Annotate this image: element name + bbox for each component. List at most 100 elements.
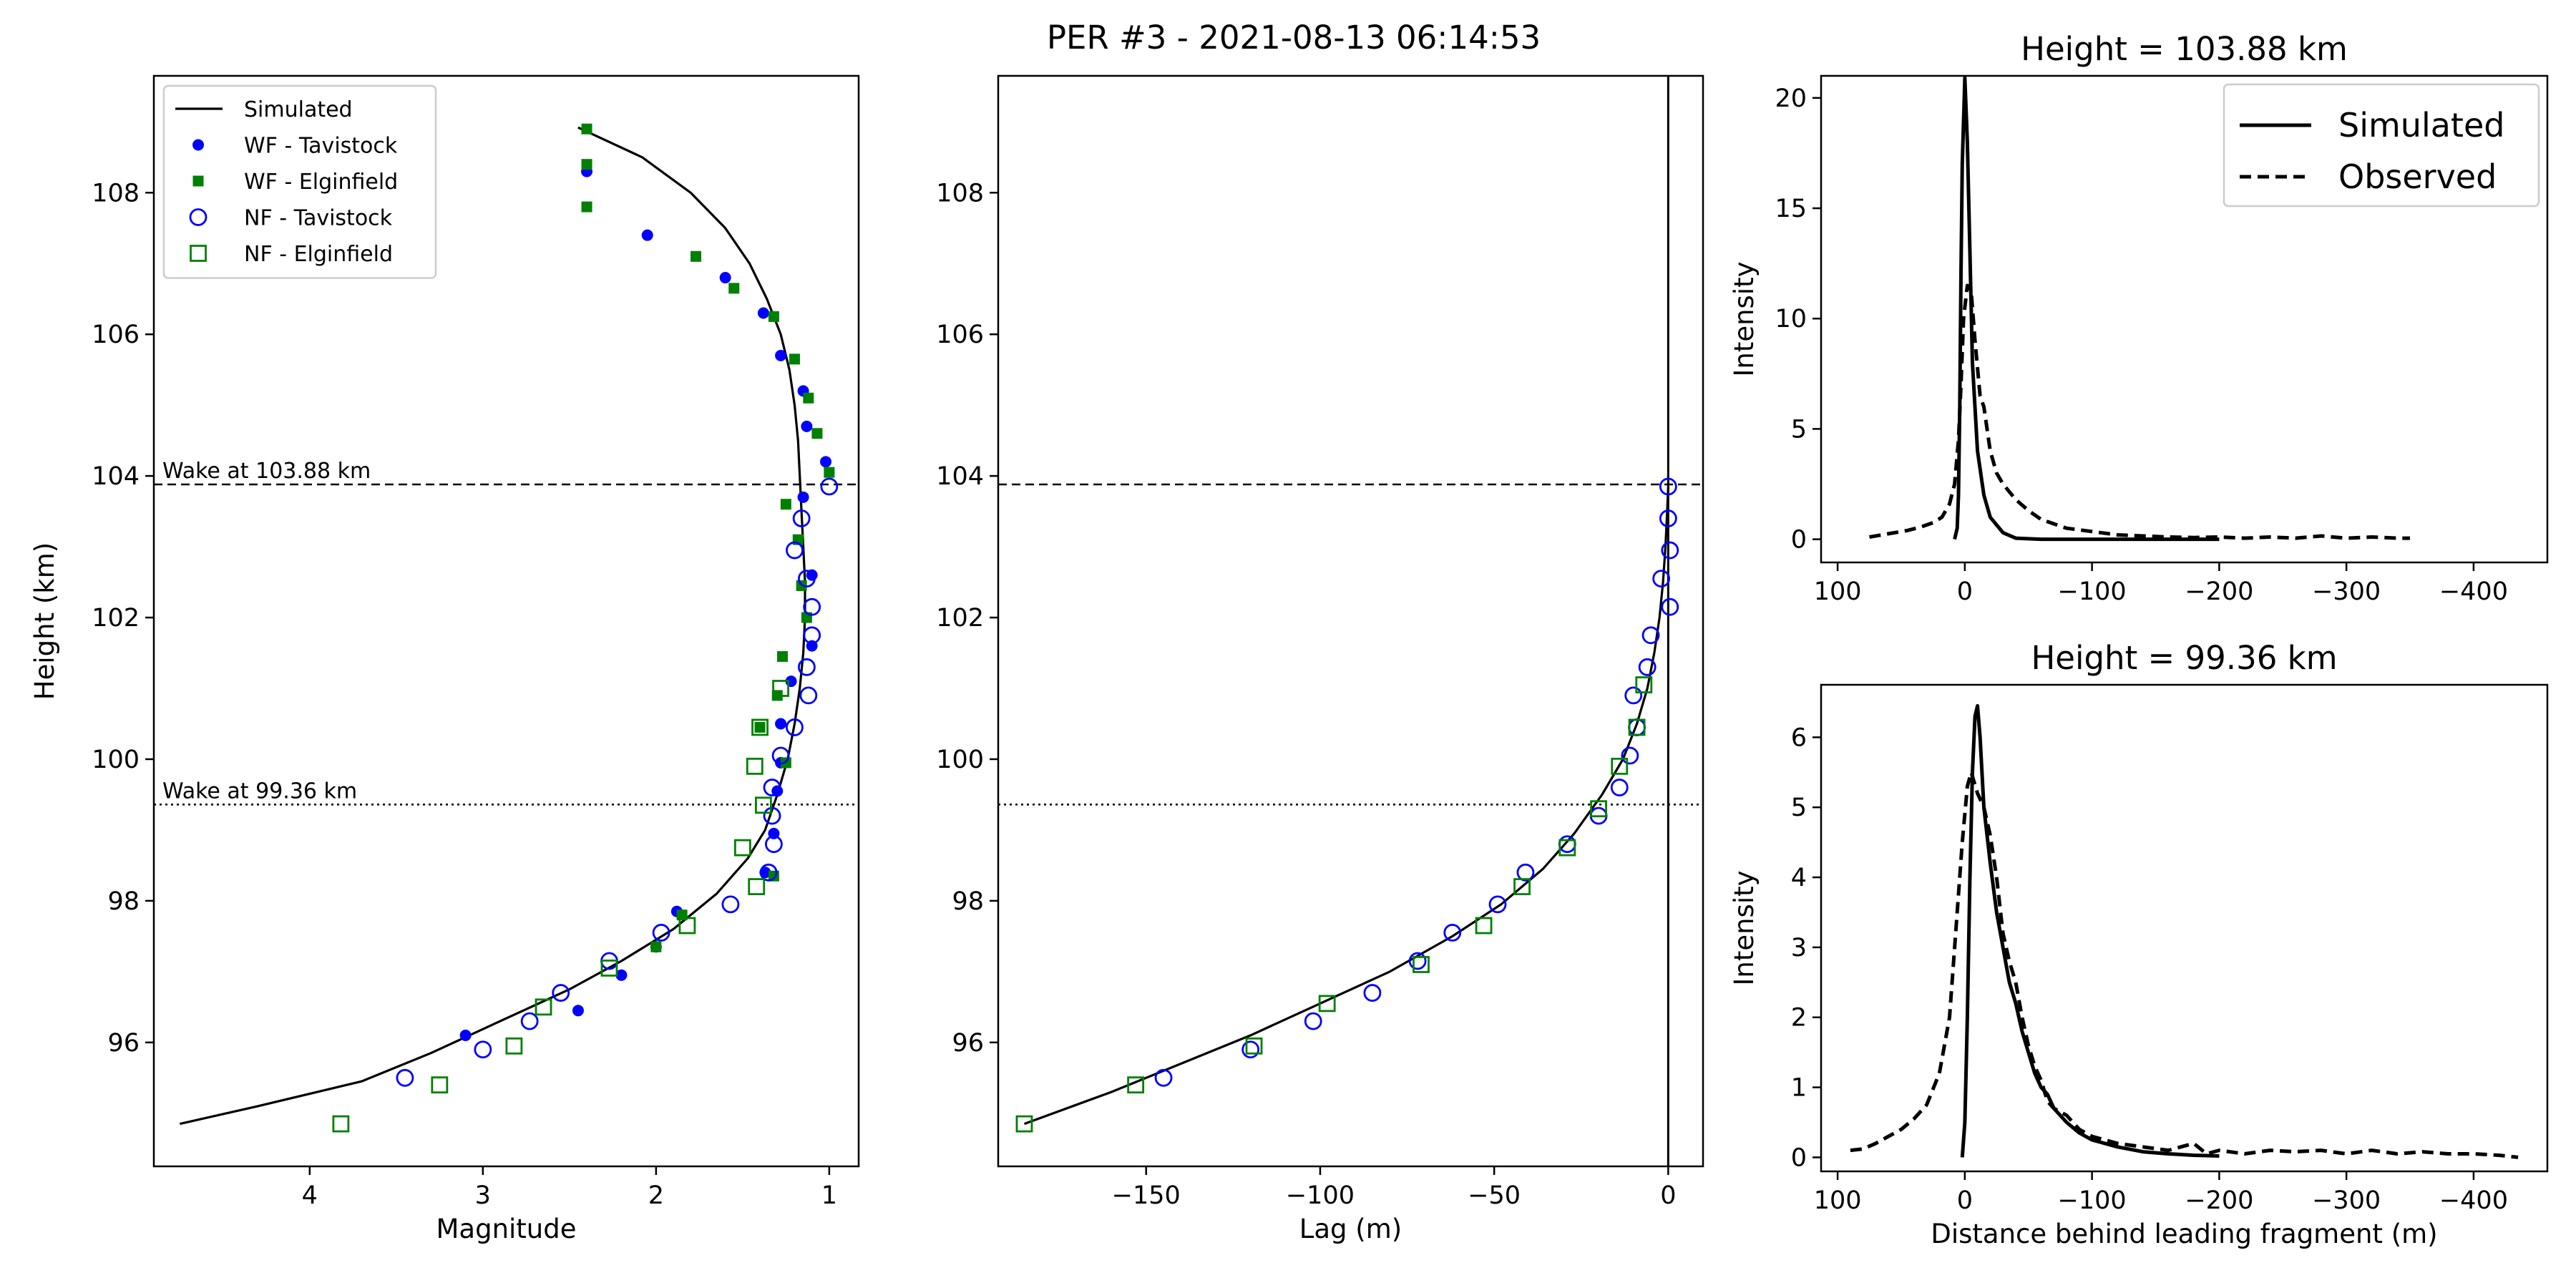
magnitude-point-nf-elginfield — [678, 917, 696, 935]
magnitude-xtick-label: 4 — [302, 1181, 318, 1210]
magnitude-point-wf-tavistock — [775, 349, 787, 361]
wake-103-title: Height = 103.88 km — [2021, 30, 2348, 68]
lag-ytick-label: 108 — [936, 179, 984, 208]
lag-point-nf-elginfield — [1015, 1115, 1033, 1133]
wake-103-ylabel: Intensity — [1729, 261, 1760, 376]
wake-99-ytick-label: 5 — [1791, 794, 1807, 822]
wake-99-ytick-label: 6 — [1791, 723, 1807, 752]
magnitude-point-nf-tavistock — [763, 779, 781, 796]
wake-103-xtick-label: −400 — [2439, 577, 2508, 606]
magnitude-point-wf-elginfield — [754, 721, 766, 733]
wake-99-xlabel: Distance behind leading fragment (m) — [1931, 1219, 2437, 1249]
magnitude-point-wf-elginfield — [650, 941, 662, 952]
magnitude-point-nf-elginfield — [431, 1076, 449, 1094]
magnitude-point-wf-elginfield — [581, 123, 592, 135]
magnitude-point-wf-elginfield — [780, 499, 791, 510]
magnitude-point-nf-tavistock — [797, 658, 816, 676]
wake-99-ytick-label: 0 — [1791, 1143, 1807, 1172]
wake-103-plot-area — [1869, 76, 2410, 542]
lag-point-nf-elginfield — [1127, 1076, 1145, 1094]
magnitude-point-nf-elginfield — [505, 1037, 523, 1055]
lag-point-nf-tavistock — [1488, 895, 1507, 914]
magnitude-plot-area — [154, 123, 859, 1133]
lag-point-nf-elginfield — [1611, 757, 1629, 775]
lag-xtick-label: −100 — [1286, 1181, 1355, 1210]
magnitude-xtick-label: 2 — [648, 1181, 664, 1210]
wake-99-xtick-label: −100 — [2058, 1186, 2127, 1215]
wake-99-xtick-label: 100 — [1814, 1186, 1862, 1215]
lag-ytick-label: 102 — [936, 604, 984, 633]
lag-point-nf-tavistock — [1652, 570, 1671, 588]
magnitude-legend-box — [162, 84, 437, 279]
lag-point-nf-tavistock — [1558, 835, 1576, 854]
lag-point-nf-elginfield — [1558, 839, 1576, 857]
magnitude-point-nf-tavistock — [803, 626, 821, 645]
figure-title: PER #3 - 2021-08-13 06:14:53 — [1047, 19, 1541, 57]
wake-103-ytick-label: 20 — [1775, 84, 1807, 113]
wake-99-ylabel: Intensity — [1729, 870, 1760, 985]
lag-series-simulated — [1023, 486, 1669, 1126]
legend-handle-wf-tavistock — [192, 139, 204, 151]
lag-xlabel: Lag (m) — [1299, 1214, 1402, 1244]
magnitude-legend: Simulated WF - Tavistock WF - Elginfield NF… — [162, 84, 437, 279]
lag-ytick-label: 100 — [936, 746, 984, 774]
magnitude-point-nf-tavistock — [786, 718, 804, 736]
magnitude-point-wf-tavistock — [572, 1005, 584, 1017]
wake-99-ytick-label: 3 — [1791, 934, 1807, 962]
magnitude-point-wf-elginfield — [777, 650, 789, 662]
magnitude-point-wf-elginfield — [789, 353, 800, 365]
wake-99-xtick-label: −400 — [2439, 1186, 2508, 1215]
lag-ytick-label: 104 — [936, 462, 984, 491]
wake-103-ytick-label: 10 — [1775, 305, 1807, 333]
legend-label-nf-tavistock: NF - Tavistock — [244, 206, 393, 231]
magnitude-ytick-label: 98 — [107, 887, 140, 916]
magnitude-point-nf-tavistock — [786, 541, 804, 560]
lag-xtick-label: 0 — [1660, 1181, 1676, 1210]
magnitude-point-nf-tavistock — [803, 597, 821, 616]
wake-99-ytick-label: 1 — [1791, 1074, 1807, 1103]
magnitude-ytick-label: 104 — [92, 462, 140, 491]
magnitude-point-wf-tavistock — [775, 718, 787, 730]
magnitude-point-nf-elginfield — [733, 839, 751, 857]
wake-99-axes-frame — [1820, 683, 2549, 1173]
magnitude-point-nf-tavistock — [520, 1012, 539, 1030]
wake-103-xtick-label: 100 — [1814, 577, 1862, 606]
magnitude-point-nf-tavistock — [474, 1040, 492, 1059]
magnitude-point-wf-elginfield — [768, 311, 779, 322]
lag-point-nf-tavistock — [1408, 952, 1427, 970]
wake-99-xtick-label: −300 — [2312, 1186, 2381, 1215]
wake-103-ytick-label: 0 — [1791, 526, 1807, 555]
magnitude-ytick-label: 100 — [92, 746, 140, 774]
legend-label-wf-elginfield: WF - Elginfield — [244, 170, 398, 195]
panel-lag: −150 −100 −50 0 96 98 100 102 104 106 108 Lag (m) — [936, 74, 1704, 1244]
magnitude-point-nf-tavistock — [765, 835, 783, 854]
magnitude-point-nf-tavistock — [771, 746, 790, 765]
lag-plot-area — [998, 76, 1703, 1166]
magnitude-point-wf-elginfield — [824, 467, 835, 478]
lag-ytick-label: 98 — [952, 887, 984, 916]
wake-103-ytick-label: 5 — [1791, 415, 1807, 444]
wake-99-title: Height = 99.36 km — [2031, 639, 2337, 677]
magnitude-point-nf-elginfield — [751, 718, 769, 736]
wake-103-xtick-label: −300 — [2312, 577, 2381, 606]
wake-99-plot-area — [1850, 703, 2519, 1159]
wake-103-series-simulated — [1953, 76, 2220, 542]
magnitude-point-wf-elginfield — [581, 201, 592, 213]
magnitude-point-nf-elginfield — [746, 757, 763, 775]
magnitude-point-nf-tavistock — [763, 806, 781, 825]
panel-magnitude: 4 3 2 1 96 98 100 102 104 106 108 Magnitude Height (… — [29, 74, 860, 1244]
lag-point-nf-tavistock — [1304, 1012, 1322, 1030]
legend-label-observed: Observed — [2338, 157, 2497, 196]
legend-label-wf-tavistock: WF - Tavistock — [244, 134, 398, 159]
magnitude-ytick-label: 106 — [92, 321, 140, 349]
magnitude-point-nf-tavistock — [652, 924, 670, 942]
magnitude-xtick-label: 3 — [475, 1181, 491, 1210]
magnitude-point-wf-elginfield — [728, 283, 740, 294]
lag-point-nf-tavistock — [1443, 924, 1462, 942]
magnitude-point-nf-tavistock — [797, 570, 816, 588]
wake-103-legend: Simulated Observed — [2223, 83, 2540, 208]
legend-handle-nf-tavistock — [189, 208, 208, 226]
magnitude-point-wf-tavistock — [820, 456, 832, 468]
